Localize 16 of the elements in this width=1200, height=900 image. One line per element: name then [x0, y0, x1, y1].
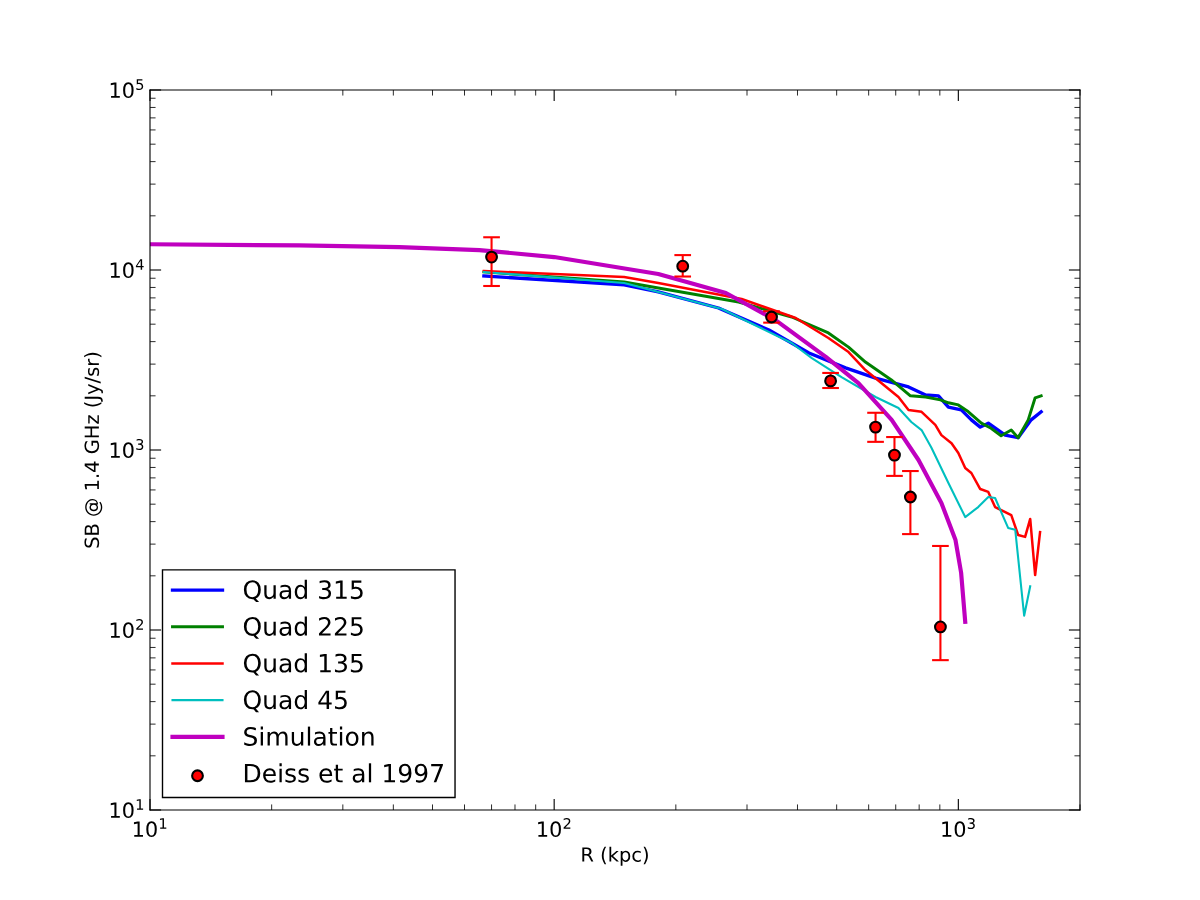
legend-label: Quad 315 — [243, 579, 363, 603]
legend-label: Quad 225 — [243, 616, 363, 639]
x-tick-label: 10$^{2}$ — [538, 817, 571, 838]
y-axis-title: SB @ 1.4 GHz (Jy/sr) — [84, 352, 103, 548]
y-tick-label: 10$^{3}$ — [110, 438, 144, 459]
x-tick-label: 10$^{1}$ — [133, 818, 167, 838]
legend-label: Simulation — [244, 726, 374, 746]
legend-label: Quad 45 — [243, 689, 347, 713]
legend-label: Quad 135 — [243, 653, 363, 676]
y-tick-label: 10$^{5}$ — [110, 79, 144, 99]
legend-label: Deiss et al 1997 — [244, 763, 443, 783]
y-tick-label: 10$^{1}$ — [110, 799, 144, 819]
x-tick-label: 10$^{3}$ — [942, 817, 975, 838]
y-tick-label: 10$^{2}$ — [110, 618, 143, 639]
x-axis-title: R (kpc) — [582, 846, 648, 866]
y-tick-label: 10$^{4}$ — [110, 259, 144, 279]
